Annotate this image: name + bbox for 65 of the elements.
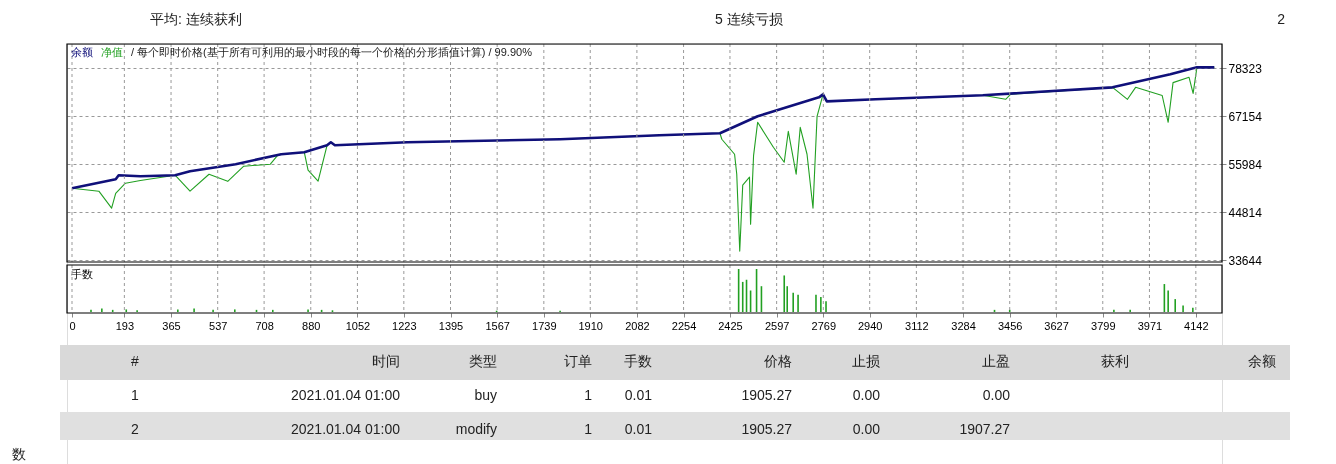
text: 2 bbox=[1277, 11, 1286, 27]
x-tick-label: 1739 bbox=[532, 319, 557, 332]
x-tick-label: 1395 bbox=[438, 319, 464, 332]
y-tick-label: 44814 bbox=[1228, 205, 1263, 220]
text: 手数 bbox=[624, 353, 652, 369]
x-tick-label: 2425 bbox=[718, 319, 743, 332]
text: 1905.27 bbox=[741, 387, 793, 403]
text: 0.00 bbox=[852, 421, 881, 437]
text: # bbox=[131, 353, 140, 369]
text: 2021.01.04 01:00 bbox=[291, 421, 401, 437]
text: 净值 bbox=[101, 46, 123, 58]
text: 1 bbox=[584, 421, 593, 437]
y-axis-title: 手数 bbox=[71, 268, 93, 280]
x-tick-label: 3971 bbox=[1137, 319, 1163, 332]
x-tick-label: 1052 bbox=[345, 319, 371, 332]
text: 2021.01.04 01:00 bbox=[291, 387, 401, 403]
x-tick-label: 1567 bbox=[485, 319, 510, 332]
text: 0.01 bbox=[624, 421, 653, 437]
x-tick-label: 3456 bbox=[997, 319, 1023, 332]
text: 1905.27 bbox=[741, 421, 793, 437]
text: 0.00 bbox=[852, 387, 881, 403]
text: buy bbox=[474, 387, 497, 403]
text: 2 bbox=[131, 421, 140, 437]
x-tick-label: 193 bbox=[115, 319, 135, 332]
line-series bbox=[70, 66, 1216, 190]
text: modify bbox=[455, 421, 497, 437]
text: 平均: 连续获利 bbox=[150, 11, 242, 27]
text: 0.00 bbox=[982, 387, 1011, 403]
text: 1 bbox=[131, 387, 140, 403]
text: 订单 bbox=[564, 353, 592, 369]
x-tick-label: 3799 bbox=[1091, 319, 1116, 332]
text: 1 bbox=[584, 387, 593, 403]
x-tick-label: 365 bbox=[162, 319, 181, 332]
text: 余额 bbox=[71, 46, 93, 58]
x-tick-label: 2082 bbox=[625, 319, 650, 332]
text: 5 连续亏损 bbox=[715, 11, 783, 27]
y-tick-label: 78323 bbox=[1228, 61, 1263, 76]
text: 获利 bbox=[1101, 353, 1129, 369]
x-tick-label: 3627 bbox=[1044, 319, 1069, 332]
text: 止损 bbox=[852, 353, 880, 369]
y-tick-label: 67154 bbox=[1228, 109, 1263, 124]
x-tick-label: 0 bbox=[69, 319, 76, 332]
x-tick-label: 880 bbox=[302, 319, 321, 332]
text: 价格 bbox=[763, 353, 792, 369]
text: 止盈 bbox=[982, 353, 1010, 369]
x-tick-label: 537 bbox=[209, 319, 228, 332]
text: 数 bbox=[12, 446, 26, 462]
x-tick-label: 4142 bbox=[1184, 319, 1209, 332]
text: 类型 bbox=[469, 353, 497, 369]
x-tick-label: 2597 bbox=[764, 319, 790, 332]
text: 余额 bbox=[1248, 353, 1276, 369]
text: 1907.27 bbox=[959, 421, 1011, 437]
x-tick-label: 3112 bbox=[905, 319, 929, 332]
chart-subtitle: / 每个即时价格(基于所有可利用的最小时段的每一个价格的分形插值计算) / 99.90% bbox=[131, 46, 533, 58]
x-tick-label: 2769 bbox=[811, 319, 837, 332]
y-tick-label: 55984 bbox=[1228, 157, 1263, 172]
text: 0.01 bbox=[624, 387, 653, 403]
x-tick-label: 1910 bbox=[578, 319, 603, 332]
y-tick-label: 33644 bbox=[1228, 253, 1263, 268]
x-tick-label: 1223 bbox=[392, 319, 417, 332]
x-tick-label: 708 bbox=[255, 319, 274, 332]
text: 时间 bbox=[372, 353, 400, 369]
x-tick-label: 2940 bbox=[857, 319, 883, 332]
x-tick-label: 3284 bbox=[951, 319, 976, 332]
x-tick-label: 2254 bbox=[671, 319, 697, 332]
